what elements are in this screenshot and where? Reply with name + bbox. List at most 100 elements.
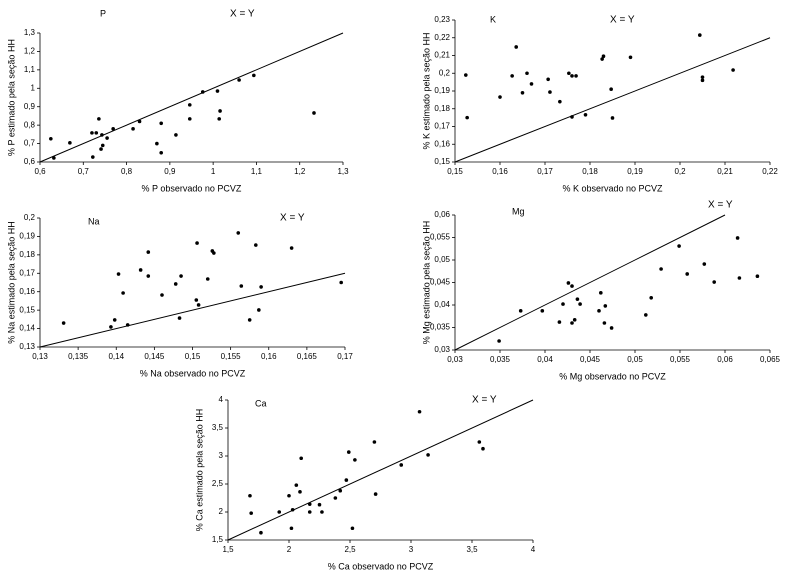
y-tick-label: 0,17	[434, 122, 450, 131]
x-tick-label: 0,17	[537, 167, 553, 176]
x-tick-label: 1,3	[337, 167, 349, 176]
point	[287, 493, 291, 498]
point	[510, 74, 514, 78]
point	[731, 68, 735, 72]
point	[344, 478, 349, 482]
y-tick-label: 0,9	[24, 102, 36, 111]
x-tick-label: 0,14	[108, 352, 124, 361]
y-tick-label: 2,5	[212, 479, 224, 488]
y-tick-label: 0,13	[19, 342, 35, 351]
point	[252, 73, 256, 78]
x-tick-label: 0,16	[261, 352, 277, 361]
point	[320, 510, 324, 514]
point	[249, 511, 253, 515]
point	[205, 277, 210, 281]
point	[677, 244, 681, 248]
point	[125, 323, 130, 327]
y-tick-label: 0,6	[24, 157, 36, 166]
y-axis-label: % Mg estimado pela seção HH	[421, 221, 431, 345]
point	[426, 453, 430, 457]
point	[61, 321, 66, 325]
y-tick-label: 0,17	[19, 268, 35, 277]
point	[628, 55, 633, 60]
x-tick-label: 4	[531, 545, 536, 554]
point	[497, 339, 501, 343]
point	[702, 262, 707, 266]
point	[307, 502, 312, 506]
point	[644, 313, 648, 317]
point	[138, 268, 143, 272]
point	[137, 119, 142, 124]
point	[399, 463, 404, 467]
point	[603, 304, 608, 308]
point	[99, 147, 103, 151]
y-tick-label: 0,19	[19, 232, 35, 241]
y-tick-label: 0,045	[430, 278, 451, 287]
y-tick-label: 3,5	[212, 423, 224, 432]
point	[257, 308, 261, 312]
y-tick-label: 0,19	[434, 86, 450, 95]
point	[481, 446, 485, 451]
x-tick-label: 0,065	[760, 355, 781, 364]
point	[540, 309, 545, 313]
point	[465, 115, 469, 120]
y-tick-label: 0,2	[24, 213, 36, 222]
point	[561, 302, 565, 306]
x-tick-label: 0,145	[144, 352, 165, 361]
point	[105, 136, 109, 140]
point	[111, 127, 115, 131]
y-tick-label: 0,22	[434, 33, 450, 42]
y-tick-label: 1,3	[24, 28, 36, 37]
y-tick-label: 0,18	[19, 250, 35, 259]
y-axis-label: % Na estimado pela seção HH	[6, 221, 16, 344]
point	[131, 127, 135, 131]
point	[601, 54, 606, 59]
point	[520, 90, 525, 95]
point	[68, 141, 72, 145]
point	[548, 90, 552, 94]
x-tick-label: 0,13	[32, 352, 48, 361]
point	[159, 150, 163, 155]
point	[248, 493, 252, 498]
y-tick-label: 1,2	[24, 47, 36, 56]
point	[97, 117, 101, 121]
y-axis-label: % Ca estimado pela seção HH	[194, 409, 204, 532]
point	[94, 131, 99, 135]
point	[177, 316, 182, 320]
chart-title: Mg	[512, 206, 525, 216]
point	[567, 71, 571, 76]
x-tick-label: 0,03	[447, 355, 463, 364]
x-tick-label: 0,055	[670, 355, 691, 364]
point	[100, 143, 105, 148]
y-tick-label: 0,18	[434, 104, 450, 113]
point	[498, 95, 502, 99]
point	[146, 274, 151, 278]
point	[187, 117, 192, 121]
point	[174, 133, 178, 137]
point	[116, 272, 121, 276]
x-tick-label: 0,035	[490, 355, 511, 364]
point	[464, 73, 468, 77]
x-tick-label: 1,2	[294, 167, 306, 176]
point	[600, 57, 604, 61]
x-axis-label: % Mg observado no PCVZ	[559, 371, 666, 381]
x-axis-label: % Na observado no PCVZ	[140, 368, 246, 378]
point	[346, 450, 351, 454]
y-tick-label: 0,23	[434, 15, 450, 24]
point	[52, 156, 56, 160]
point	[755, 274, 760, 279]
y-tick-label: 0,035	[430, 323, 451, 332]
x-tick-label: 0,155	[221, 352, 242, 361]
point	[195, 241, 199, 245]
y-tick-label: 0,2	[439, 68, 451, 77]
point	[698, 33, 702, 37]
y-axis-label: % P estimado pela seção HH	[6, 39, 16, 156]
y-tick-label: 0,06	[434, 210, 450, 219]
point	[558, 99, 562, 104]
point	[737, 276, 742, 280]
y-tick-label: 0,03	[434, 345, 450, 354]
x-tick-label: 1	[211, 167, 216, 176]
x-tick-label: 2	[287, 545, 292, 554]
point	[236, 231, 241, 235]
